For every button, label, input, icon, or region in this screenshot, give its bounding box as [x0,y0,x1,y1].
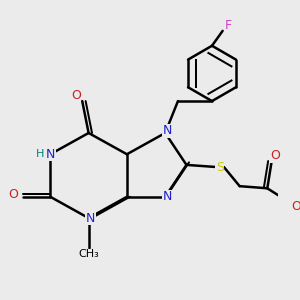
Text: N: N [86,212,95,225]
Text: O: O [292,200,300,213]
Text: CH₃: CH₃ [78,249,99,259]
Text: O: O [8,188,18,201]
Text: N: N [163,190,172,203]
Text: H: H [36,149,44,159]
Text: S: S [216,160,224,173]
Text: N: N [46,148,55,161]
Text: F: F [225,19,232,32]
Text: O: O [71,89,81,103]
Text: O: O [270,149,280,162]
Text: N: N [163,124,172,137]
